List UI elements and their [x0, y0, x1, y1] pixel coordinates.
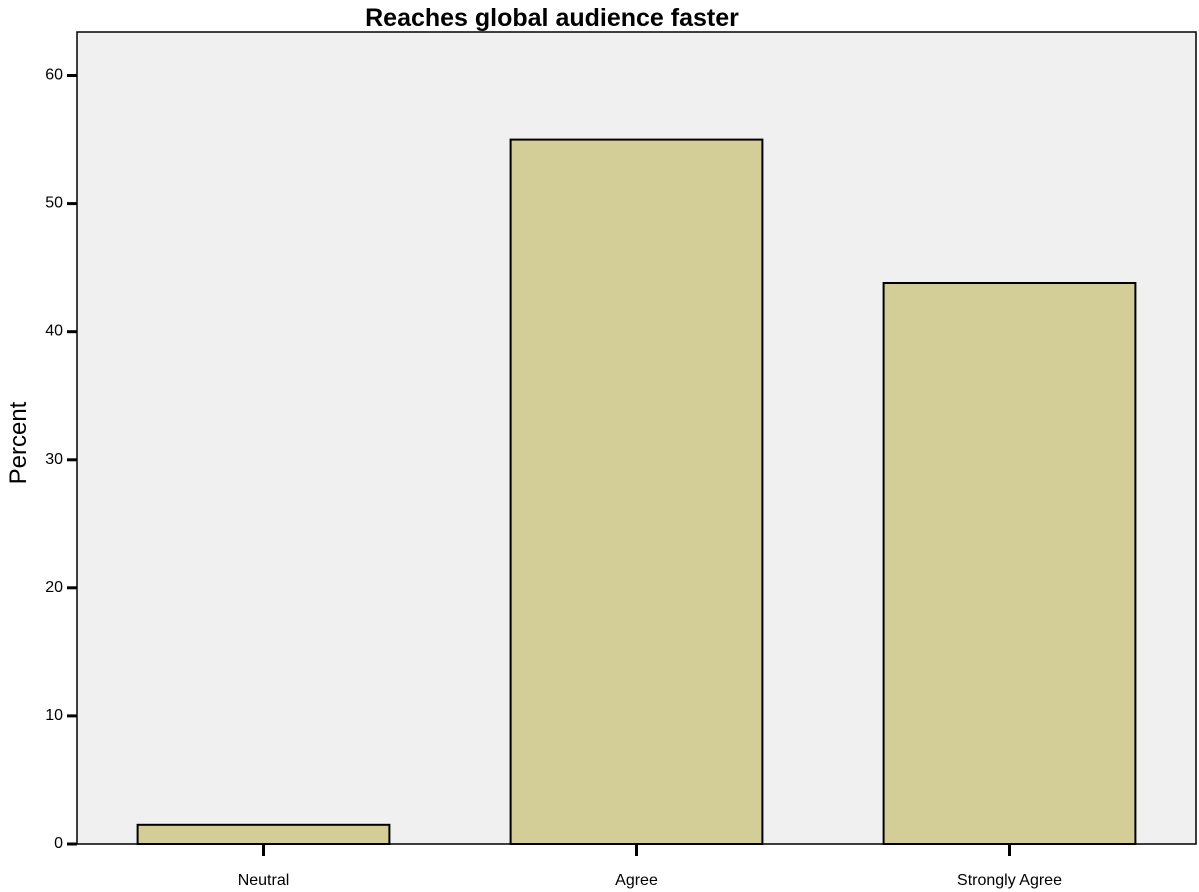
- y-tick-label: 30: [45, 451, 63, 468]
- y-axis: 0 10 20 30 40 50 60: [45, 67, 77, 852]
- x-tick-label: Agree: [615, 872, 658, 889]
- y-tick-label: 10: [45, 707, 63, 724]
- y-axis-label: Percent: [5, 401, 32, 484]
- y-tick-label: 0: [54, 835, 63, 852]
- y-tick-label: 40: [45, 323, 63, 340]
- y-tick-label: 20: [45, 579, 63, 596]
- bar-neutral: [136, 823, 391, 845]
- x-tick-label: Strongly Agree: [957, 872, 1062, 889]
- bar-strongly-agree: [882, 282, 1137, 845]
- bar-agree: [509, 138, 764, 846]
- x-axis: Neutral Agree Strongly Agree: [238, 844, 1062, 889]
- y-tick-label: 60: [45, 67, 63, 84]
- x-tick-label: Neutral: [238, 872, 290, 889]
- chart-title: Reaches global audience faster: [365, 4, 739, 32]
- bars-layer: [136, 138, 1137, 846]
- y-tick-label: 50: [45, 195, 63, 212]
